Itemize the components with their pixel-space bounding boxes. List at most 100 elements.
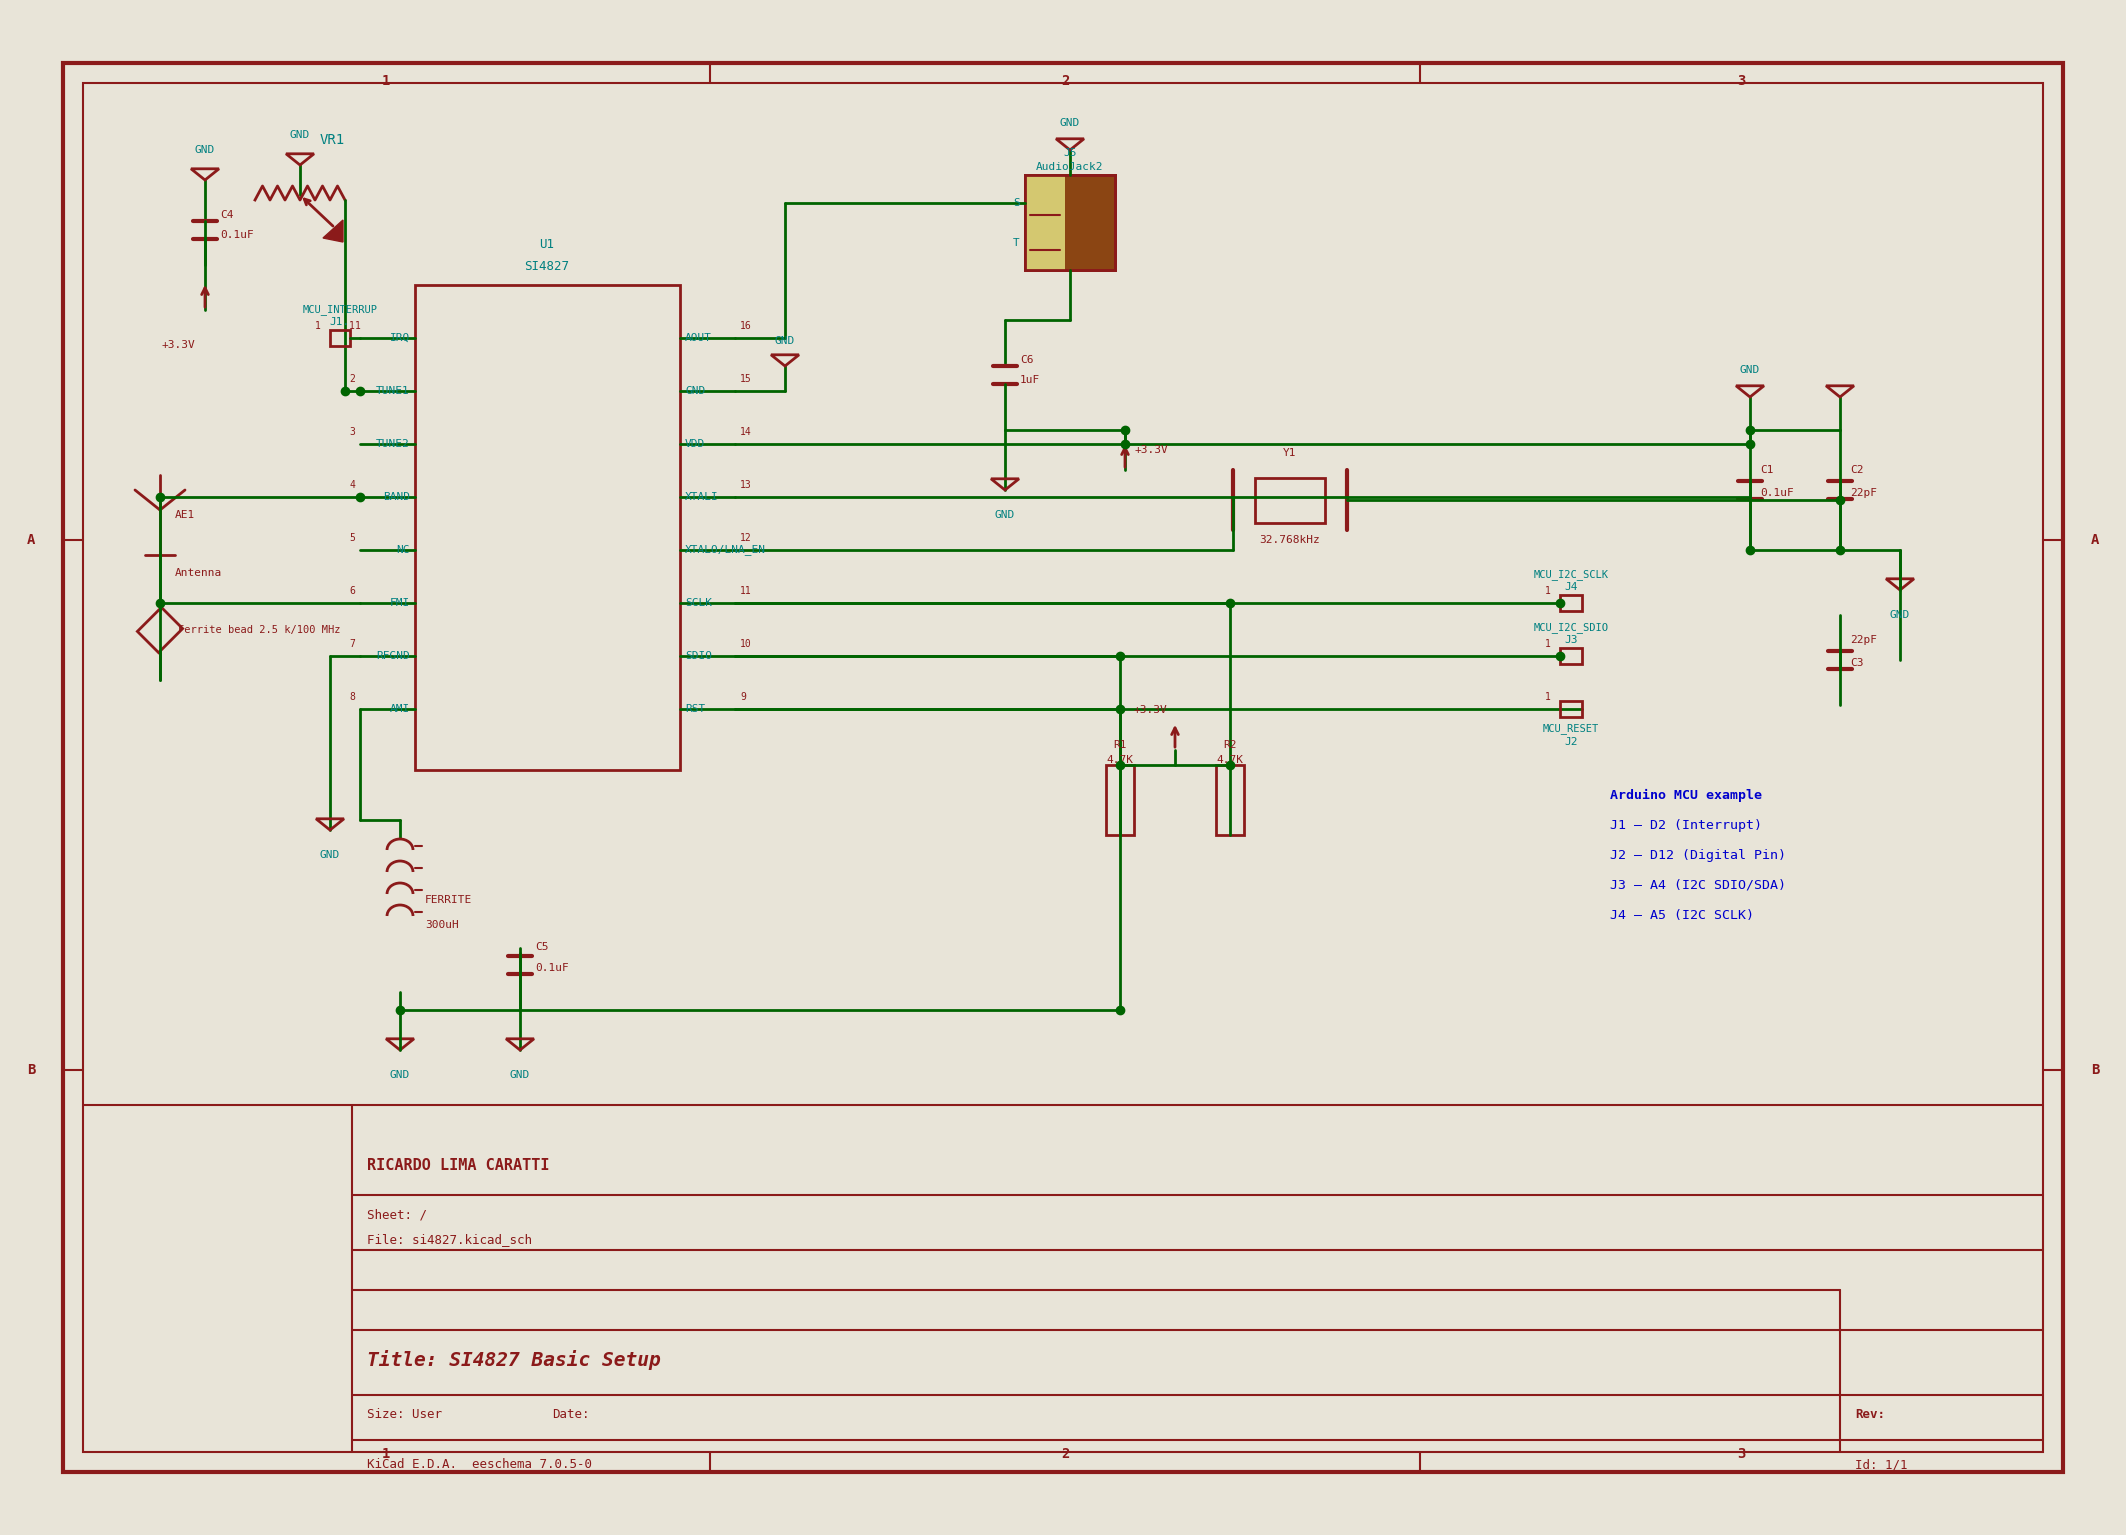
Text: RICARDO LIMA CARATTI: RICARDO LIMA CARATTI [368,1157,549,1173]
Text: 5: 5 [349,533,355,543]
Text: Rev:: Rev: [1856,1409,1886,1421]
Text: TUNE1: TUNE1 [376,385,410,396]
Text: 22pF: 22pF [1850,488,1877,497]
Text: 2: 2 [1061,74,1069,87]
Text: SCLK: SCLK [685,599,712,608]
Bar [1025,175,1114,270]
Bar [1106,764,1133,835]
Text: 22pF: 22pF [1850,635,1877,645]
Text: 300uH: 300uH [425,919,459,930]
Text: 0.1uF: 0.1uF [1760,488,1794,497]
Text: 13: 13 [740,480,753,490]
Text: 2: 2 [349,375,355,384]
Text: SDIO: SDIO [685,651,712,662]
Text: 14: 14 [740,427,753,437]
Text: C3: C3 [1850,659,1865,668]
Text: AOUT: AOUT [685,333,712,342]
Text: J3 – A4 (I2C SDIO/SDA): J3 – A4 (I2C SDIO/SDA) [1609,878,1786,892]
Text: FERRITE: FERRITE [425,895,472,906]
Text: KiCad E.D.A.  eeschema 7.0.5-0: KiCad E.D.A. eeschema 7.0.5-0 [368,1458,591,1472]
Text: 1: 1 [315,321,321,332]
Text: GND: GND [1739,365,1760,375]
Text: GND: GND [685,385,706,396]
Text: 0.1uF: 0.1uF [219,230,253,239]
Text: IRQ: IRQ [389,333,410,342]
Text: XTALO/LNA_EN: XTALO/LNA_EN [685,545,765,556]
Text: AE1: AE1 [174,510,196,520]
Polygon shape [323,220,342,243]
Text: R2: R2 [1222,740,1237,751]
Text: Size: User: Size: User [368,1409,442,1421]
Text: T: T [1014,238,1020,249]
Bar [1254,477,1324,523]
Text: 11: 11 [740,586,753,596]
Text: 1: 1 [355,321,361,332]
Text: Sheet: /: Sheet: / [368,1208,427,1222]
Text: 3: 3 [1737,1448,1745,1461]
Text: XTALI: XTALI [685,493,719,502]
Text: J1.: J1. [330,318,351,327]
Bar [138,608,183,652]
Bar [1560,701,1582,717]
Text: J2 – D12 (Digital Pin): J2 – D12 (Digital Pin) [1609,849,1786,861]
Text: MCU_INTERRUP: MCU_INTERRUP [302,304,378,316]
Text: 9: 9 [740,692,746,701]
Text: Title: SI4827 Basic Setup: Title: SI4827 Basic Setup [368,1349,661,1371]
Bar [1025,175,1114,270]
Text: C5: C5 [536,942,549,952]
Text: 8: 8 [349,692,355,701]
Text: 10: 10 [740,639,753,649]
Text: NC: NC [398,545,410,556]
Text: +3.3V: +3.3V [1135,445,1169,454]
Text: GND: GND [1061,118,1080,127]
Text: GND: GND [510,1070,529,1081]
Text: J4 – A5 (I2C SCLK): J4 – A5 (I2C SCLK) [1609,909,1754,921]
Text: J2: J2 [1565,737,1577,748]
Text: RST: RST [685,705,706,714]
Bar [1065,175,1114,270]
Text: B: B [28,1064,36,1078]
Text: J4: J4 [1565,582,1577,593]
Text: S: S [1014,198,1020,209]
Text: 15: 15 [740,375,753,384]
Text: AudioJack2: AudioJack2 [1035,163,1103,172]
Text: GND: GND [1890,609,1909,620]
Text: Antenna: Antenna [174,568,223,579]
Text: C2: C2 [1850,465,1865,474]
Text: +3.3V: +3.3V [1133,705,1167,715]
Text: GND: GND [319,850,340,860]
Bar [415,286,680,771]
Text: GND: GND [774,336,795,345]
Text: 1uF: 1uF [1020,375,1040,385]
Text: 1: 1 [383,74,391,87]
Text: 7: 7 [349,639,355,649]
Text: 1: 1 [383,1448,391,1461]
Text: B: B [2090,1064,2098,1078]
Text: GND: GND [196,144,215,155]
Text: C6: C6 [1020,355,1033,365]
Text: J1 – D2 (Interrupt): J1 – D2 (Interrupt) [1609,818,1762,832]
Bar [1216,764,1244,835]
Text: J5: J5 [1063,147,1076,158]
Text: GND: GND [995,510,1014,520]
Text: 3: 3 [349,427,355,437]
Text: A: A [2090,533,2098,546]
Text: RFGND: RFGND [376,651,410,662]
Text: 1: 1 [1546,639,1552,649]
Text: U1: U1 [540,238,555,252]
Text: MCU_RESET: MCU_RESET [1543,723,1599,734]
Text: GND: GND [289,130,310,140]
Text: 16: 16 [740,321,753,332]
Text: 0.1uF: 0.1uF [536,962,570,973]
Bar [330,330,351,345]
Text: VR1: VR1 [321,134,344,147]
Text: C4: C4 [219,210,234,220]
Text: MCU_I2C_SCLK: MCU_I2C_SCLK [1533,569,1609,580]
Text: Date:: Date: [553,1409,589,1421]
Bar [1025,175,1114,270]
Bar [1560,648,1582,665]
Text: +3.3V: +3.3V [162,339,196,350]
Text: 4.7K: 4.7K [1216,755,1244,764]
Text: SI4827: SI4827 [525,261,570,273]
Bar [1025,175,1065,270]
